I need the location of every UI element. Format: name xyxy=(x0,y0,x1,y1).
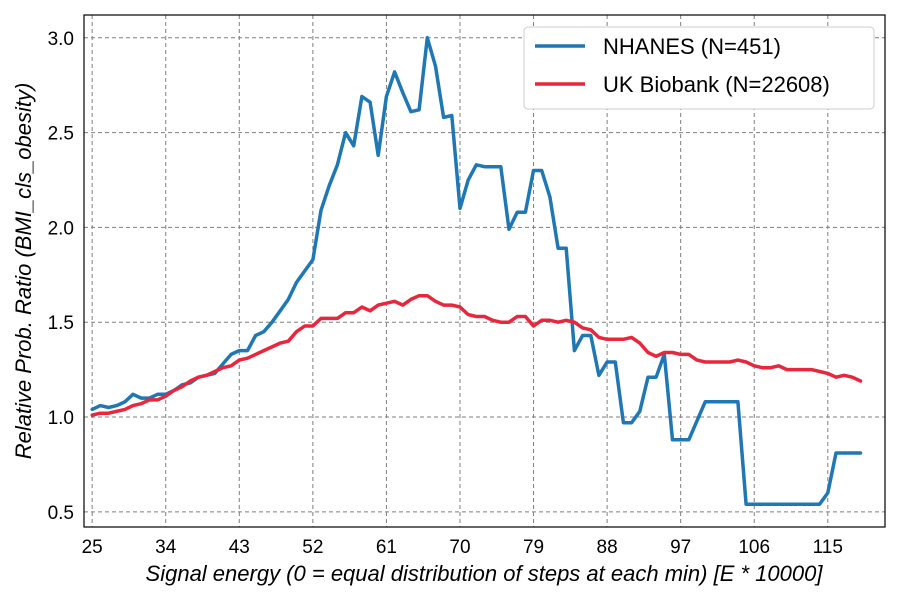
x-axis-title: Signal energy (0 = equal distribution of… xyxy=(146,561,824,586)
legend-box xyxy=(523,26,875,110)
x-tick-label: 106 xyxy=(738,537,770,558)
x-tick-label: 34 xyxy=(155,537,177,558)
x-tick-label: 88 xyxy=(597,537,618,558)
y-tick-label: 3.0 xyxy=(48,29,74,50)
legend-label-ukbiobank: UK Biobank (N=22608) xyxy=(603,72,830,97)
y-tick-label: 2.0 xyxy=(48,218,74,239)
y-tick-label: 1.5 xyxy=(48,313,74,334)
y-tick-label: 0.5 xyxy=(48,503,74,524)
y-tick-label: 2.5 xyxy=(48,124,74,145)
series-line-ukbiobank xyxy=(90,293,863,417)
x-axis-ticks: 25 34 43 52 61 70 79 88 97 106 115 xyxy=(82,537,843,558)
x-tick-label: 52 xyxy=(302,537,323,558)
x-tick-label: 43 xyxy=(229,537,250,558)
legend-label-nhanes: NHANES (N=451) xyxy=(603,34,781,59)
x-tick-label: 25 xyxy=(82,537,103,558)
x-tick-label: 97 xyxy=(670,537,691,558)
y-tick-label: 1.0 xyxy=(48,408,74,429)
x-tick-label: 115 xyxy=(813,537,843,558)
y-axis-title: Relative Prob. Ratio (BMI_cls_obesity) xyxy=(11,83,36,460)
legend: NHANES (N=451) UK Biobank (N=22608) xyxy=(523,26,875,110)
y-axis-ticks: 0.5 1.0 1.5 2.0 2.5 3.0 xyxy=(48,29,74,524)
x-tick-label: 79 xyxy=(523,537,544,558)
x-tick-label: 70 xyxy=(449,537,470,558)
series-lines xyxy=(90,36,863,506)
x-tick-label: 61 xyxy=(376,537,397,558)
plot-frame xyxy=(83,14,886,528)
